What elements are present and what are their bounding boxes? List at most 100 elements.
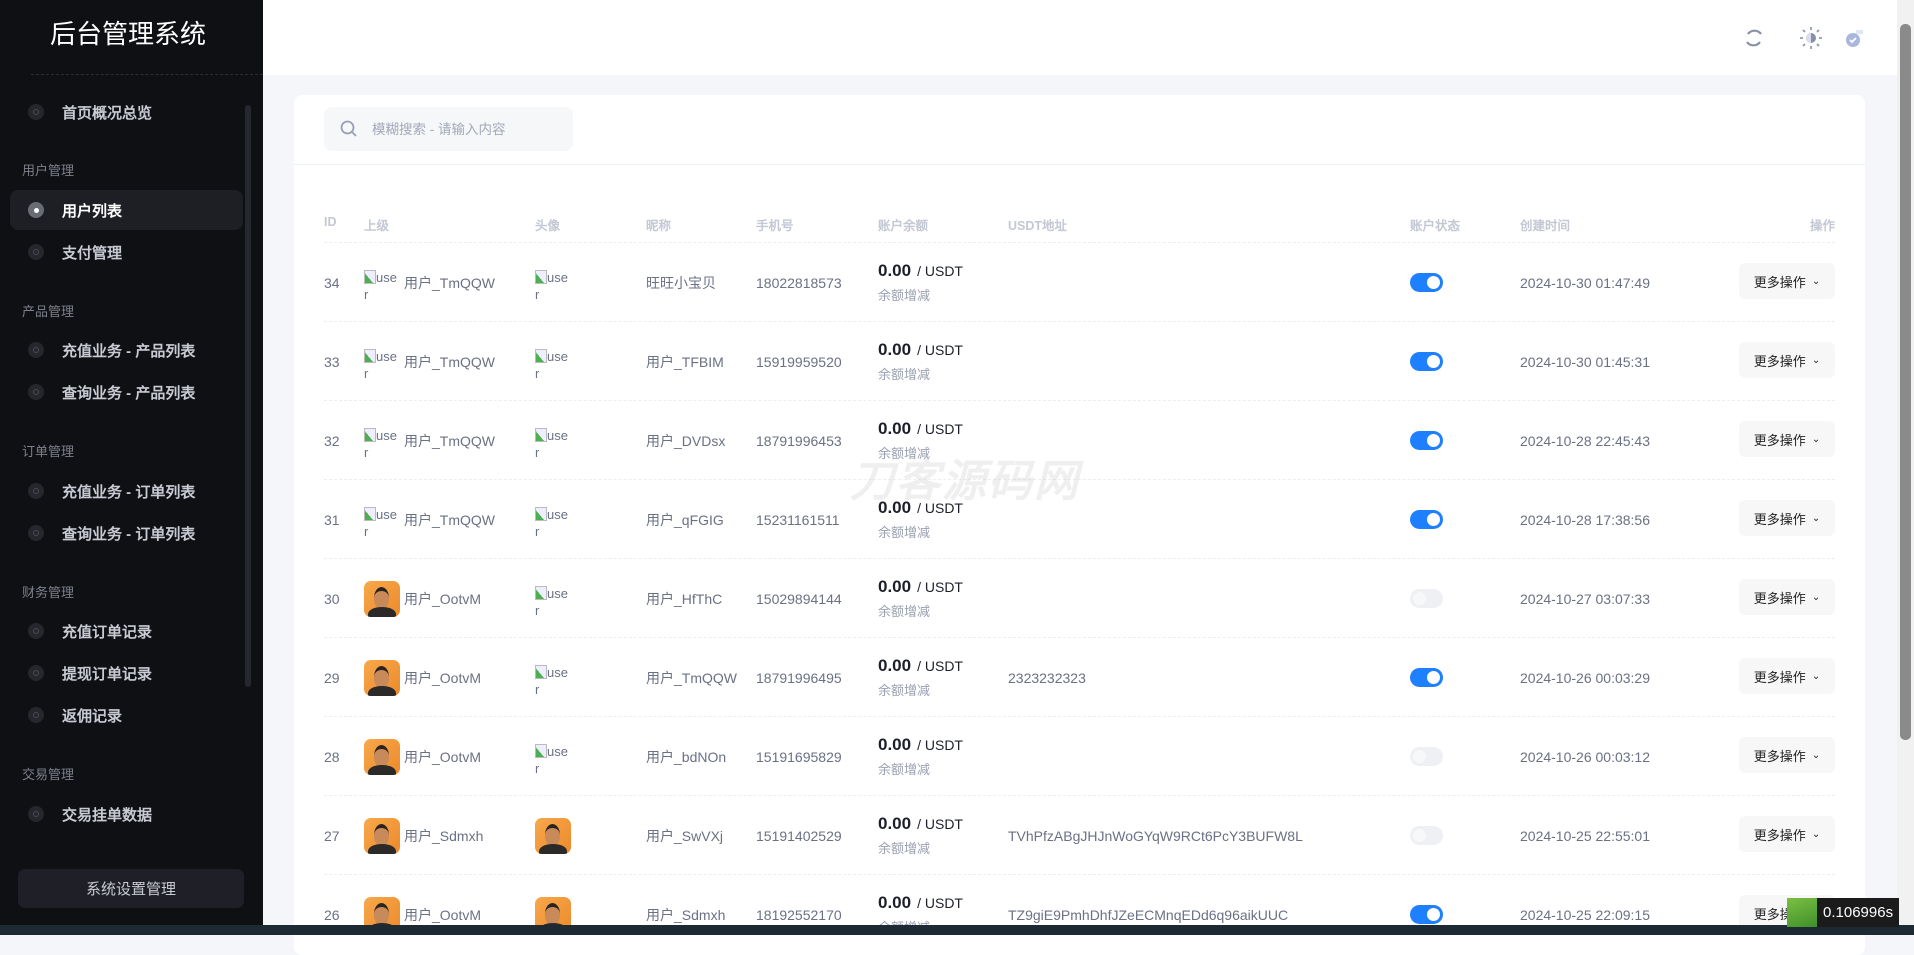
- table-row: 29 用户_OotvM user 用户_TmQQW 18791996495 0.…: [324, 637, 1835, 716]
- cell-avatar: [535, 796, 571, 875]
- broken-image-icon: [364, 348, 376, 363]
- broken-image-icon: [535, 585, 547, 600]
- header-balance: 账户余额: [878, 219, 929, 233]
- cell-phone: 18791996453: [756, 432, 842, 449]
- search-box[interactable]: [324, 107, 573, 151]
- sidebar-item-label: 用户列表: [62, 202, 123, 220]
- adjust-balance-link[interactable]: 余额增减: [878, 841, 931, 856]
- adjust-balance-link[interactable]: 余额增减: [878, 525, 931, 540]
- search-input[interactable]: [372, 121, 552, 137]
- account-status-toggle[interactable]: [1410, 905, 1443, 924]
- table-row: 30 用户_OotvM user 用户_HfThC 15029894144 0.…: [324, 558, 1835, 637]
- broken-image-icon: [535, 506, 547, 521]
- sidebar-item[interactable]: 支付管理: [10, 232, 243, 272]
- more-actions-button[interactable]: 更多操作 ⌄: [1739, 737, 1835, 773]
- balance-unit: / USDT: [917, 342, 963, 358]
- more-actions-button[interactable]: 更多操作 ⌄: [1739, 342, 1835, 378]
- balance-unit: / USDT: [917, 816, 963, 832]
- balance-amount: 0.00: [878, 656, 912, 675]
- adjust-balance-link[interactable]: 余额增减: [878, 446, 931, 461]
- broken-image-icon: [535, 348, 547, 363]
- sidebar-scrollbar[interactable]: [245, 105, 251, 687]
- menu-dot-icon: [28, 623, 44, 639]
- cell-status: [1410, 717, 1443, 796]
- sidebar-item[interactable]: 首页概况总览: [10, 92, 243, 132]
- account-status-toggle[interactable]: [1410, 431, 1443, 450]
- parent-avatar: [364, 738, 400, 775]
- cell-status: [1410, 480, 1443, 559]
- menu-dot-icon: [28, 665, 44, 681]
- sidebar-item[interactable]: 查询业务 - 订单列表: [10, 513, 243, 553]
- menu-dot-icon: [28, 483, 44, 499]
- cell-phone: 15231161511: [756, 511, 840, 528]
- cell-parent: 用户_OotvM: [364, 559, 481, 638]
- search-icon: [340, 120, 357, 137]
- cell-phone: 15029894144: [756, 590, 842, 607]
- theme-toggle-icon[interactable]: [1798, 25, 1824, 51]
- table-row: 26 用户_OotvM 用户_Sdmxh 18192552170 0.00 / U…: [324, 874, 1835, 953]
- balance-amount: 0.00: [878, 893, 912, 912]
- more-actions-button[interactable]: 更多操作 ⌄: [1739, 263, 1835, 299]
- cell-usdt-address: TVhPfzABgJHJnWoGYqW9RCt6PcY3BUFW8L: [1008, 827, 1303, 844]
- sidebar-item[interactable]: 充值业务 - 订单列表: [10, 471, 243, 511]
- table-row: 33 user 用户_TmQQW user 用户_TFBIM 1591995952…: [324, 321, 1835, 400]
- user-avatar-icon[interactable]: [1840, 25, 1866, 51]
- page-scrollbar[interactable]: [1897, 0, 1914, 925]
- sidebar-item[interactable]: 查询业务 - 产品列表: [10, 372, 243, 412]
- sidebar-item[interactable]: 交易挂单数据: [10, 794, 243, 834]
- sidebar-item[interactable]: 用户列表: [10, 190, 243, 230]
- more-actions-button[interactable]: 更多操作 ⌄: [1739, 658, 1835, 694]
- balance-unit: / USDT: [917, 579, 963, 595]
- sidebar-item-label: 首页概况总览: [62, 104, 153, 122]
- account-status-toggle[interactable]: [1410, 589, 1443, 608]
- adjust-balance-link[interactable]: 余额增减: [878, 604, 931, 619]
- system-settings-button[interactable]: 系统设置管理: [18, 869, 244, 908]
- sidebar-item[interactable]: 充值订单记录: [10, 611, 243, 651]
- more-actions-button[interactable]: 更多操作 ⌄: [1739, 579, 1835, 615]
- sidebar-item-label: 查询业务 - 订单列表: [62, 525, 196, 543]
- account-status-toggle[interactable]: [1410, 668, 1443, 687]
- parent-avatar: [364, 659, 400, 696]
- adjust-balance-link[interactable]: 余额增减: [878, 683, 931, 698]
- refresh-icon[interactable]: [1741, 25, 1767, 51]
- sidebar-item[interactable]: 返佣记录: [10, 695, 243, 735]
- account-status-toggle[interactable]: [1410, 510, 1443, 529]
- cell-avatar: user: [535, 243, 571, 322]
- adjust-balance-link[interactable]: 余额增减: [878, 288, 931, 303]
- cell-created: 2024-10-26 00:03:29: [1520, 669, 1650, 686]
- account-status-toggle[interactable]: [1410, 747, 1443, 766]
- broken-image-icon: [364, 269, 376, 284]
- sidebar-item-label: 返佣记录: [62, 707, 123, 725]
- scrollbar-thumb[interactable]: [1900, 24, 1911, 740]
- sidebar: 后台管理系统 首页概况总览 用户管理 用户列表 支付管理 产品管理 充值业务 - 产品列表…: [0, 0, 263, 925]
- menu-dot-icon: [28, 384, 44, 400]
- account-status-toggle[interactable]: [1410, 273, 1443, 292]
- more-actions-button[interactable]: 更多操作 ⌄: [1739, 421, 1835, 457]
- parent-name: 用户_OotvM: [404, 748, 482, 765]
- divider: [294, 164, 1865, 165]
- parent-name: 用户_OotvM: [404, 590, 482, 607]
- cell-status: [1410, 401, 1443, 480]
- cell-nickname: 用户_qFGIG: [646, 511, 724, 528]
- menu-dot-icon: [28, 244, 44, 260]
- adjust-balance-link[interactable]: 余额增减: [878, 367, 931, 382]
- user-avatar: [535, 817, 571, 854]
- cell-created: 2024-10-26 00:03:12: [1520, 748, 1650, 765]
- account-status-toggle[interactable]: [1410, 352, 1443, 371]
- more-actions-button[interactable]: 更多操作 ⌄: [1739, 500, 1835, 536]
- more-actions-label: 更多操作: [1753, 511, 1806, 527]
- cell-usdt-address: 2323232323: [1008, 669, 1086, 686]
- cell-parent: user 用户_TmQQW: [364, 243, 495, 322]
- sidebar-item[interactable]: 充值业务 - 产品列表: [10, 330, 243, 370]
- account-status-toggle[interactable]: [1410, 826, 1443, 845]
- broken-image-icon: [535, 269, 547, 284]
- sidebar-item[interactable]: 提现订单记录: [10, 653, 243, 693]
- adjust-balance-link[interactable]: 余额增减: [878, 762, 931, 777]
- cell-parent: user 用户_TmQQW: [364, 401, 495, 480]
- more-actions-button[interactable]: 更多操作 ⌄: [1739, 816, 1835, 852]
- cell-phone: 18791996495: [756, 669, 842, 686]
